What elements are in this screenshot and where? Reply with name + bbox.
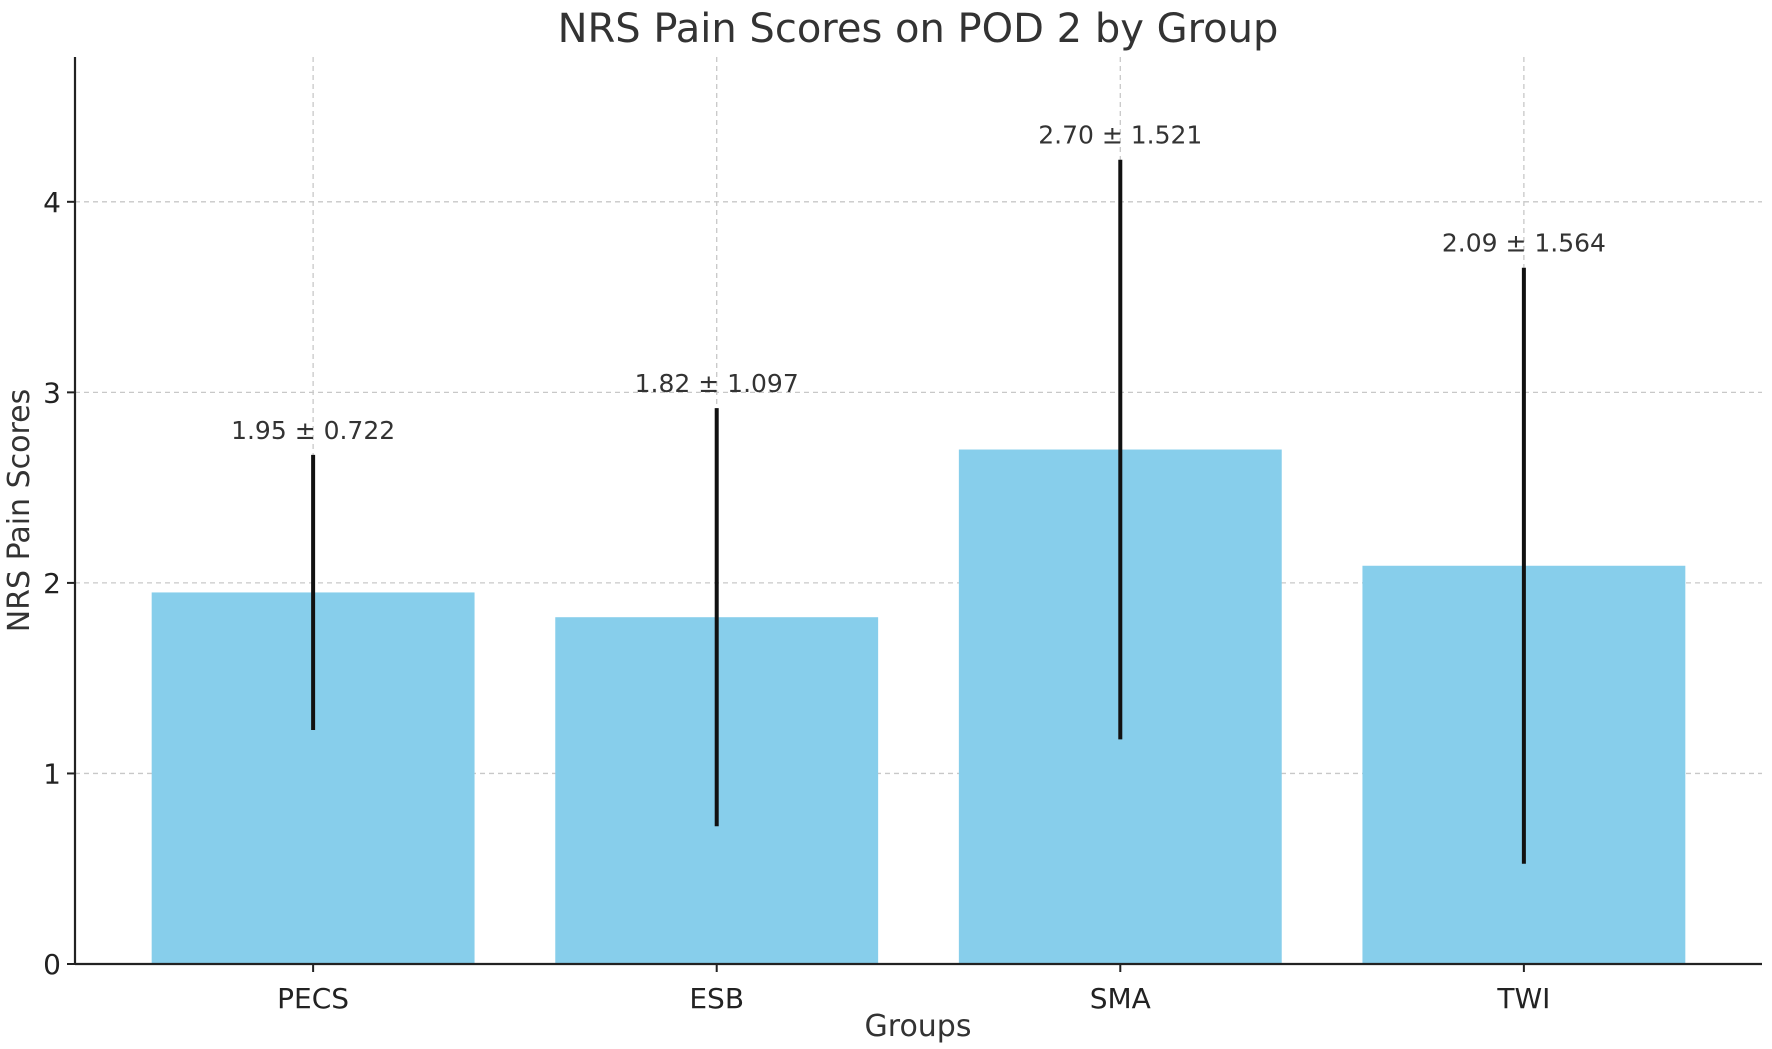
y-tick-label: 1 <box>43 757 61 790</box>
chart-title: NRS Pain Scores on POD 2 by Group <box>558 6 1279 52</box>
bar-layer <box>151 449 1686 964</box>
y-axis-title: NRS Pain Scores <box>2 389 37 633</box>
data-label-sma: 2.70 ± 1.521 <box>1038 121 1202 150</box>
data-label-twi: 2.09 ± 1.564 <box>1442 229 1606 258</box>
y-tick-label: 4 <box>43 186 61 219</box>
y-tick-label: 3 <box>43 376 61 409</box>
data-label-pecs: 1.95 ± 0.722 <box>231 416 395 445</box>
data-label-esb: 1.82 ± 1.097 <box>635 369 799 398</box>
x-tick-label-esb: ESB <box>689 982 744 1015</box>
label-layer: 0 1 2 3 4 1.95 ± 0.722 PECS 1.82 ± 1.097 ESB 2.70… <box>43 121 1606 1015</box>
y-tick-label: 0 <box>43 948 61 981</box>
x-tick-label-pecs: PECS <box>277 982 349 1015</box>
axis-layer <box>67 57 1762 972</box>
y-tick-label: 2 <box>43 567 61 600</box>
x-axis-title: Groups <box>865 1009 972 1044</box>
error-bar-layer <box>311 159 1526 864</box>
x-tick-label-sma: SMA <box>1090 982 1151 1015</box>
x-tick-label-twi: TWI <box>1496 982 1550 1015</box>
